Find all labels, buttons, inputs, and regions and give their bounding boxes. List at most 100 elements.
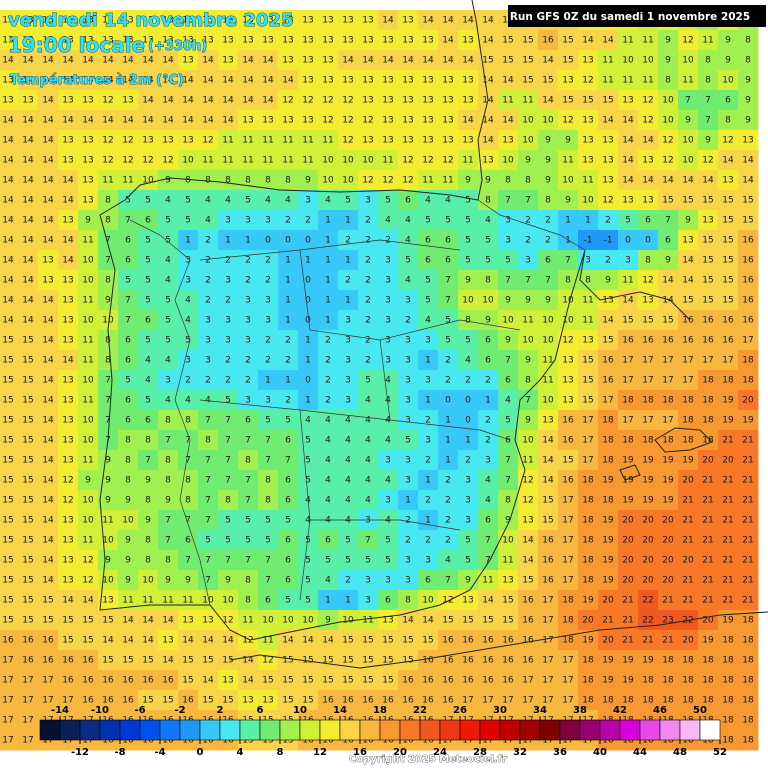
temperature-value: 17 — [562, 656, 573, 666]
temperature-value: 11 — [222, 156, 233, 166]
temperature-cell — [418, 170, 439, 191]
temperature-value: 10 — [362, 156, 374, 166]
temperature-cell — [138, 110, 159, 131]
temperature-value: 7 — [445, 276, 451, 286]
temperature-value: 14 — [622, 176, 634, 186]
temperature-value: 19 — [682, 456, 694, 466]
temperature-value: 14 — [662, 176, 674, 186]
temperature-value: 13 — [582, 156, 593, 166]
legend-label: 12 — [313, 747, 327, 758]
temperature-value: 13 — [502, 576, 513, 586]
temperature-value: 11 — [262, 136, 273, 146]
temperature-cell — [0, 130, 19, 151]
temperature-cell — [378, 250, 399, 271]
temperature-value: 13 — [322, 36, 333, 46]
temperature-value: 13 — [402, 76, 413, 86]
legend-swatch — [79, 719, 101, 741]
temperature-cell — [518, 30, 539, 51]
temperature-cell — [738, 250, 759, 271]
temperature-cell — [698, 170, 719, 191]
temperature-value: 2 — [365, 256, 371, 266]
temperature-cell — [658, 190, 679, 211]
temperature-value: 4 — [505, 396, 511, 406]
temperature-cell — [638, 210, 659, 231]
temperature-value: 17 — [2, 656, 13, 666]
temperature-cell — [218, 130, 239, 151]
temperature-value: 9 — [685, 216, 691, 226]
temperature-cell — [338, 170, 359, 191]
temperature-value: 3 — [425, 376, 431, 386]
temperature-value: 14 — [162, 96, 174, 106]
temperature-value: 3 — [245, 216, 251, 226]
temperature-value: 7 — [705, 116, 711, 126]
temperature-value: 13 — [342, 36, 353, 46]
temperature-value: 19 — [742, 416, 754, 426]
temperature-value: 8 — [165, 456, 171, 466]
temperature-cell — [318, 190, 339, 211]
temperature-cell — [0, 230, 19, 251]
temperature-value: 18 — [742, 736, 754, 746]
temperature-cell — [0, 50, 19, 71]
temperature-value: 16 — [522, 596, 534, 606]
temperature-value: 3 — [225, 336, 231, 346]
temperature-cell — [318, 130, 339, 151]
temperature-value: 11 — [702, 36, 713, 46]
temperature-cell — [438, 130, 459, 151]
temperature-value: 3 — [165, 376, 171, 386]
temperature-value: 12 — [82, 556, 93, 566]
temperature-value: 0 — [445, 396, 451, 406]
temperature-cell — [118, 170, 139, 191]
temperature-cell — [538, 210, 559, 231]
temperature-value: 7 — [565, 256, 571, 266]
temperature-value: 15 — [302, 676, 313, 686]
temperature-value: 15 — [182, 656, 193, 666]
temperature-value: 16 — [22, 656, 34, 666]
temperature-value: 5 — [145, 296, 151, 306]
temperature-value: 4 — [165, 256, 171, 266]
temperature-cell — [718, 90, 739, 111]
temperature-cell — [158, 190, 179, 211]
temperature-value: 13 — [462, 76, 473, 86]
temperature-value: 8 — [545, 196, 551, 206]
temperature-value: 7 — [285, 456, 291, 466]
temperature-cell — [538, 150, 559, 171]
temperature-value: 14 — [122, 116, 134, 126]
temperature-value: 14 — [42, 296, 54, 306]
temperature-value: 16 — [482, 676, 494, 686]
temperature-value: 9 — [745, 96, 751, 106]
temperature-value: 14 — [2, 136, 14, 146]
temperature-value: 15 — [562, 36, 573, 46]
temperature-value: 15 — [502, 616, 513, 626]
temperature-value: 16 — [522, 656, 534, 666]
temperature-value: 4 — [345, 516, 351, 526]
temperature-cell — [38, 150, 59, 171]
temperature-value: 5 — [265, 536, 271, 546]
temperature-cell — [198, 210, 219, 231]
temperature-value: 2 — [345, 576, 351, 586]
temperature-value: 11 — [122, 176, 133, 186]
temperature-value: 13 — [62, 516, 73, 526]
temperature-value: 11 — [522, 456, 533, 466]
temperature-value: 21 — [662, 636, 673, 646]
temperature-value: 1 — [285, 256, 291, 266]
temperature-value: 18 — [602, 436, 614, 446]
temperature-cell — [598, 90, 619, 111]
temperature-cell — [718, 170, 739, 191]
temperature-value: 15 — [82, 616, 93, 626]
temperature-value: 3 — [465, 516, 471, 526]
temperature-cell — [258, 10, 279, 31]
temperature-value: 11 — [322, 136, 333, 146]
temperature-value: 16 — [22, 636, 34, 646]
temperature-value: 1 — [345, 216, 351, 226]
temperature-value: 13 — [422, 136, 433, 146]
temperature-value: 18 — [662, 656, 674, 666]
temperature-cell — [558, 250, 579, 271]
temperature-value: 16 — [2, 636, 14, 646]
temperature-cell — [178, 10, 199, 31]
temperature-value: 2 — [265, 356, 271, 366]
temperature-value: 8 — [525, 176, 531, 186]
temperature-value: 14 — [2, 236, 14, 246]
temperature-value: 8 — [165, 556, 171, 566]
temperature-cell — [58, 230, 79, 251]
temperature-cell — [238, 190, 259, 211]
